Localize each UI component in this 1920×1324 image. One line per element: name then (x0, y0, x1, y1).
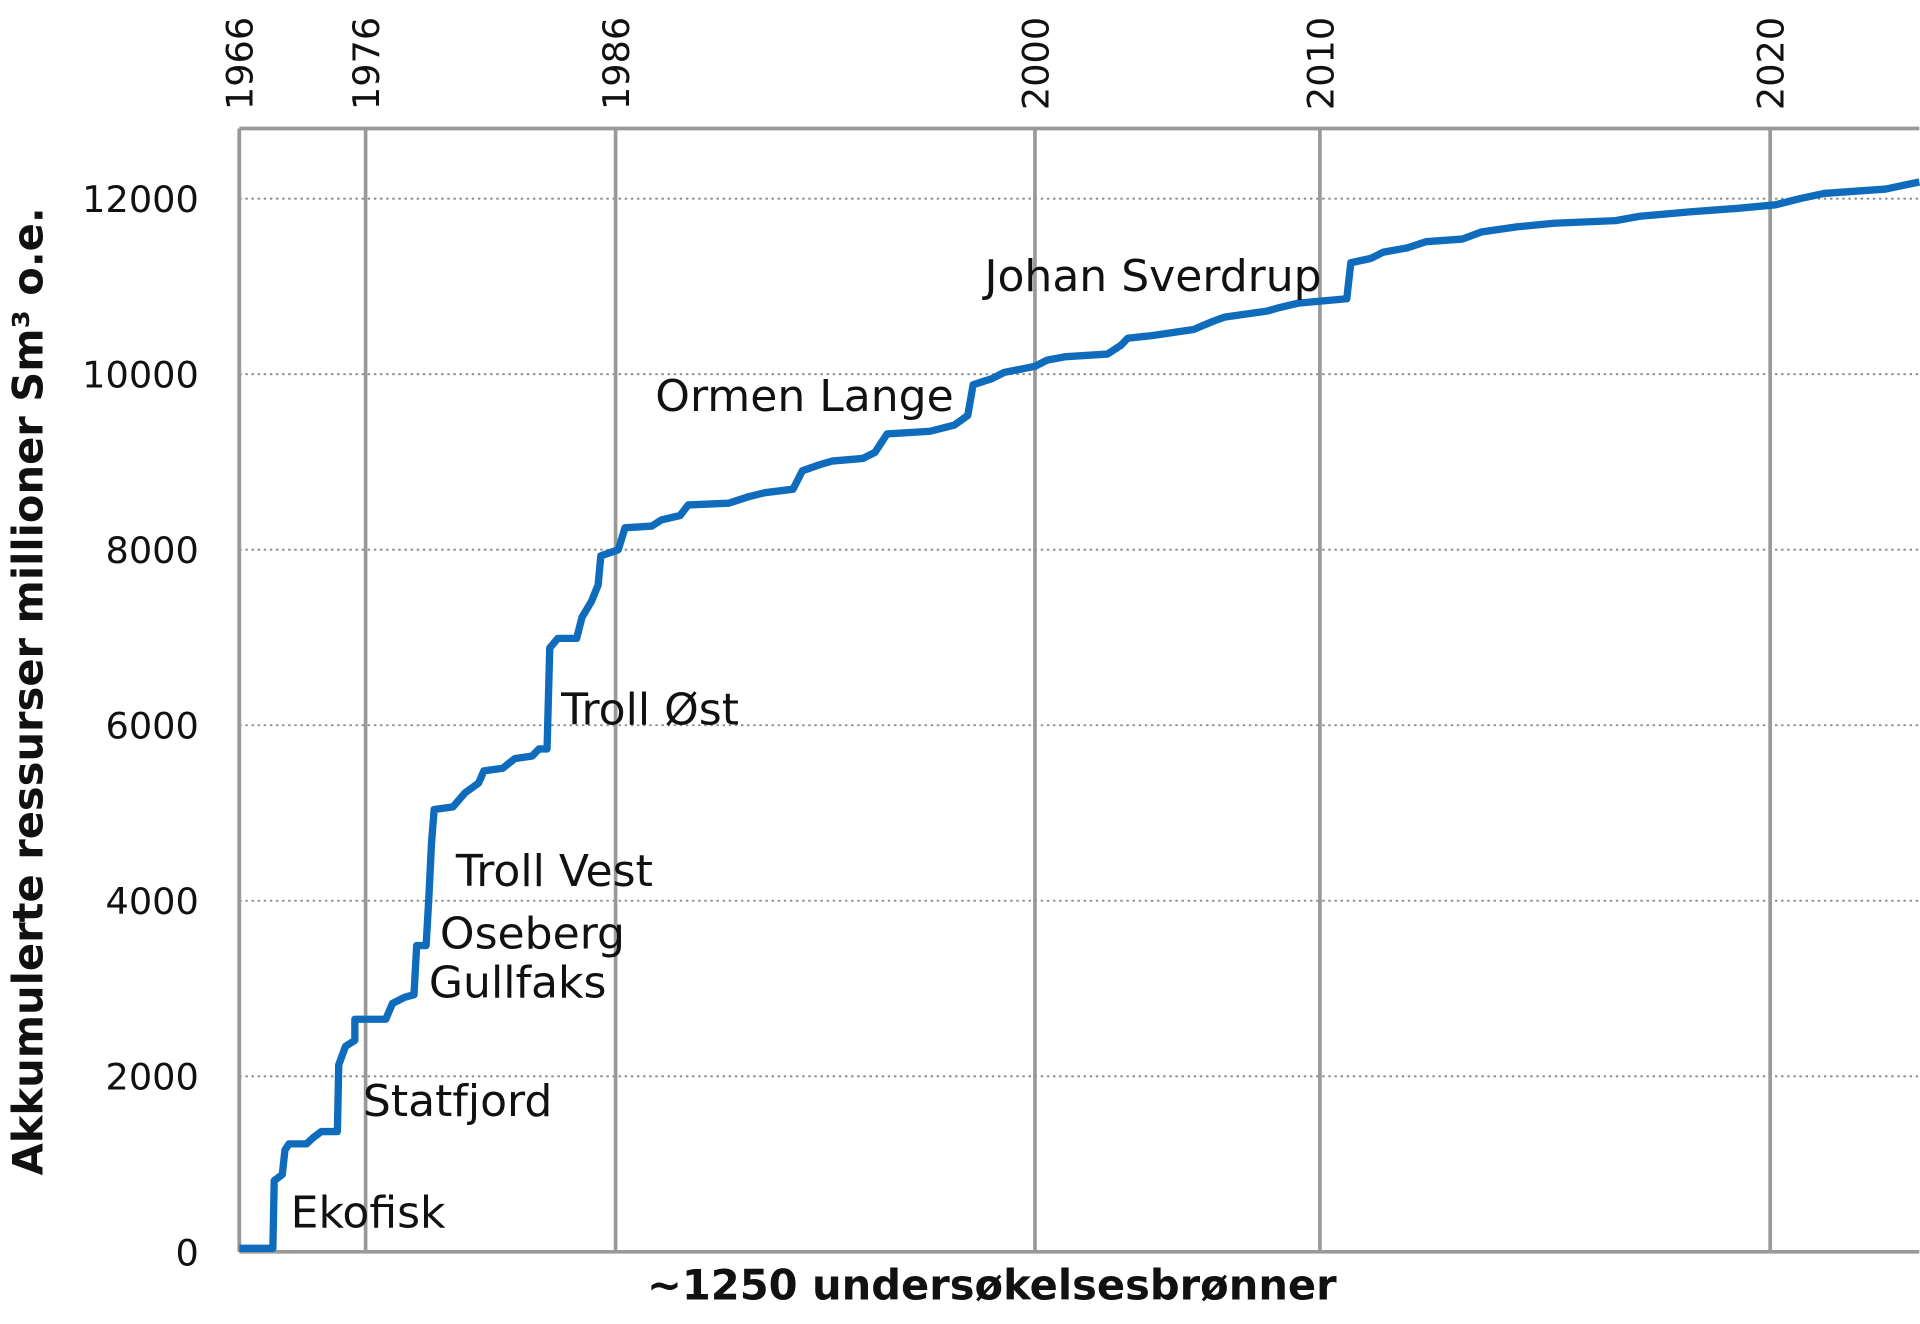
annotation: Ekofisk (291, 1187, 446, 1238)
annotation: Johan Sverdrup (981, 251, 1321, 302)
annotation: Troll Øst (560, 684, 739, 735)
x-tick-label: 2010 (1299, 17, 1342, 110)
x-tick-label: 1986 (595, 17, 638, 110)
y-axis-label: Akkumulerte ressurser millioner Sm³ o.e. (3, 207, 52, 1175)
y-tick-label: 0 (176, 1231, 199, 1274)
annotation: Troll Vest (455, 846, 653, 897)
y-tick-label: 10000 (82, 354, 199, 397)
y-tick-label: 4000 (106, 880, 199, 923)
y-tick-label: 8000 (106, 529, 199, 572)
annotation: Statfjord (363, 1076, 552, 1127)
x-axis-label: ~1250 undersøkelsesbrønner (647, 1261, 1337, 1310)
x-tick-label: 1976 (345, 17, 388, 110)
y-tick-label: 2000 (106, 1056, 199, 1099)
y-tick-label: 12000 (82, 178, 199, 221)
x-tick-label: 2020 (1750, 17, 1793, 110)
annotation: Oseberg (440, 908, 625, 959)
annotation: Ormen Lange (655, 371, 953, 422)
annotation: Gullfaks (429, 957, 606, 1008)
y-tick-label: 6000 (106, 705, 199, 748)
data-line (239, 178, 1920, 1252)
x-tick-label: 2000 (1014, 17, 1057, 110)
x-tick-label: 1966 (219, 17, 262, 110)
